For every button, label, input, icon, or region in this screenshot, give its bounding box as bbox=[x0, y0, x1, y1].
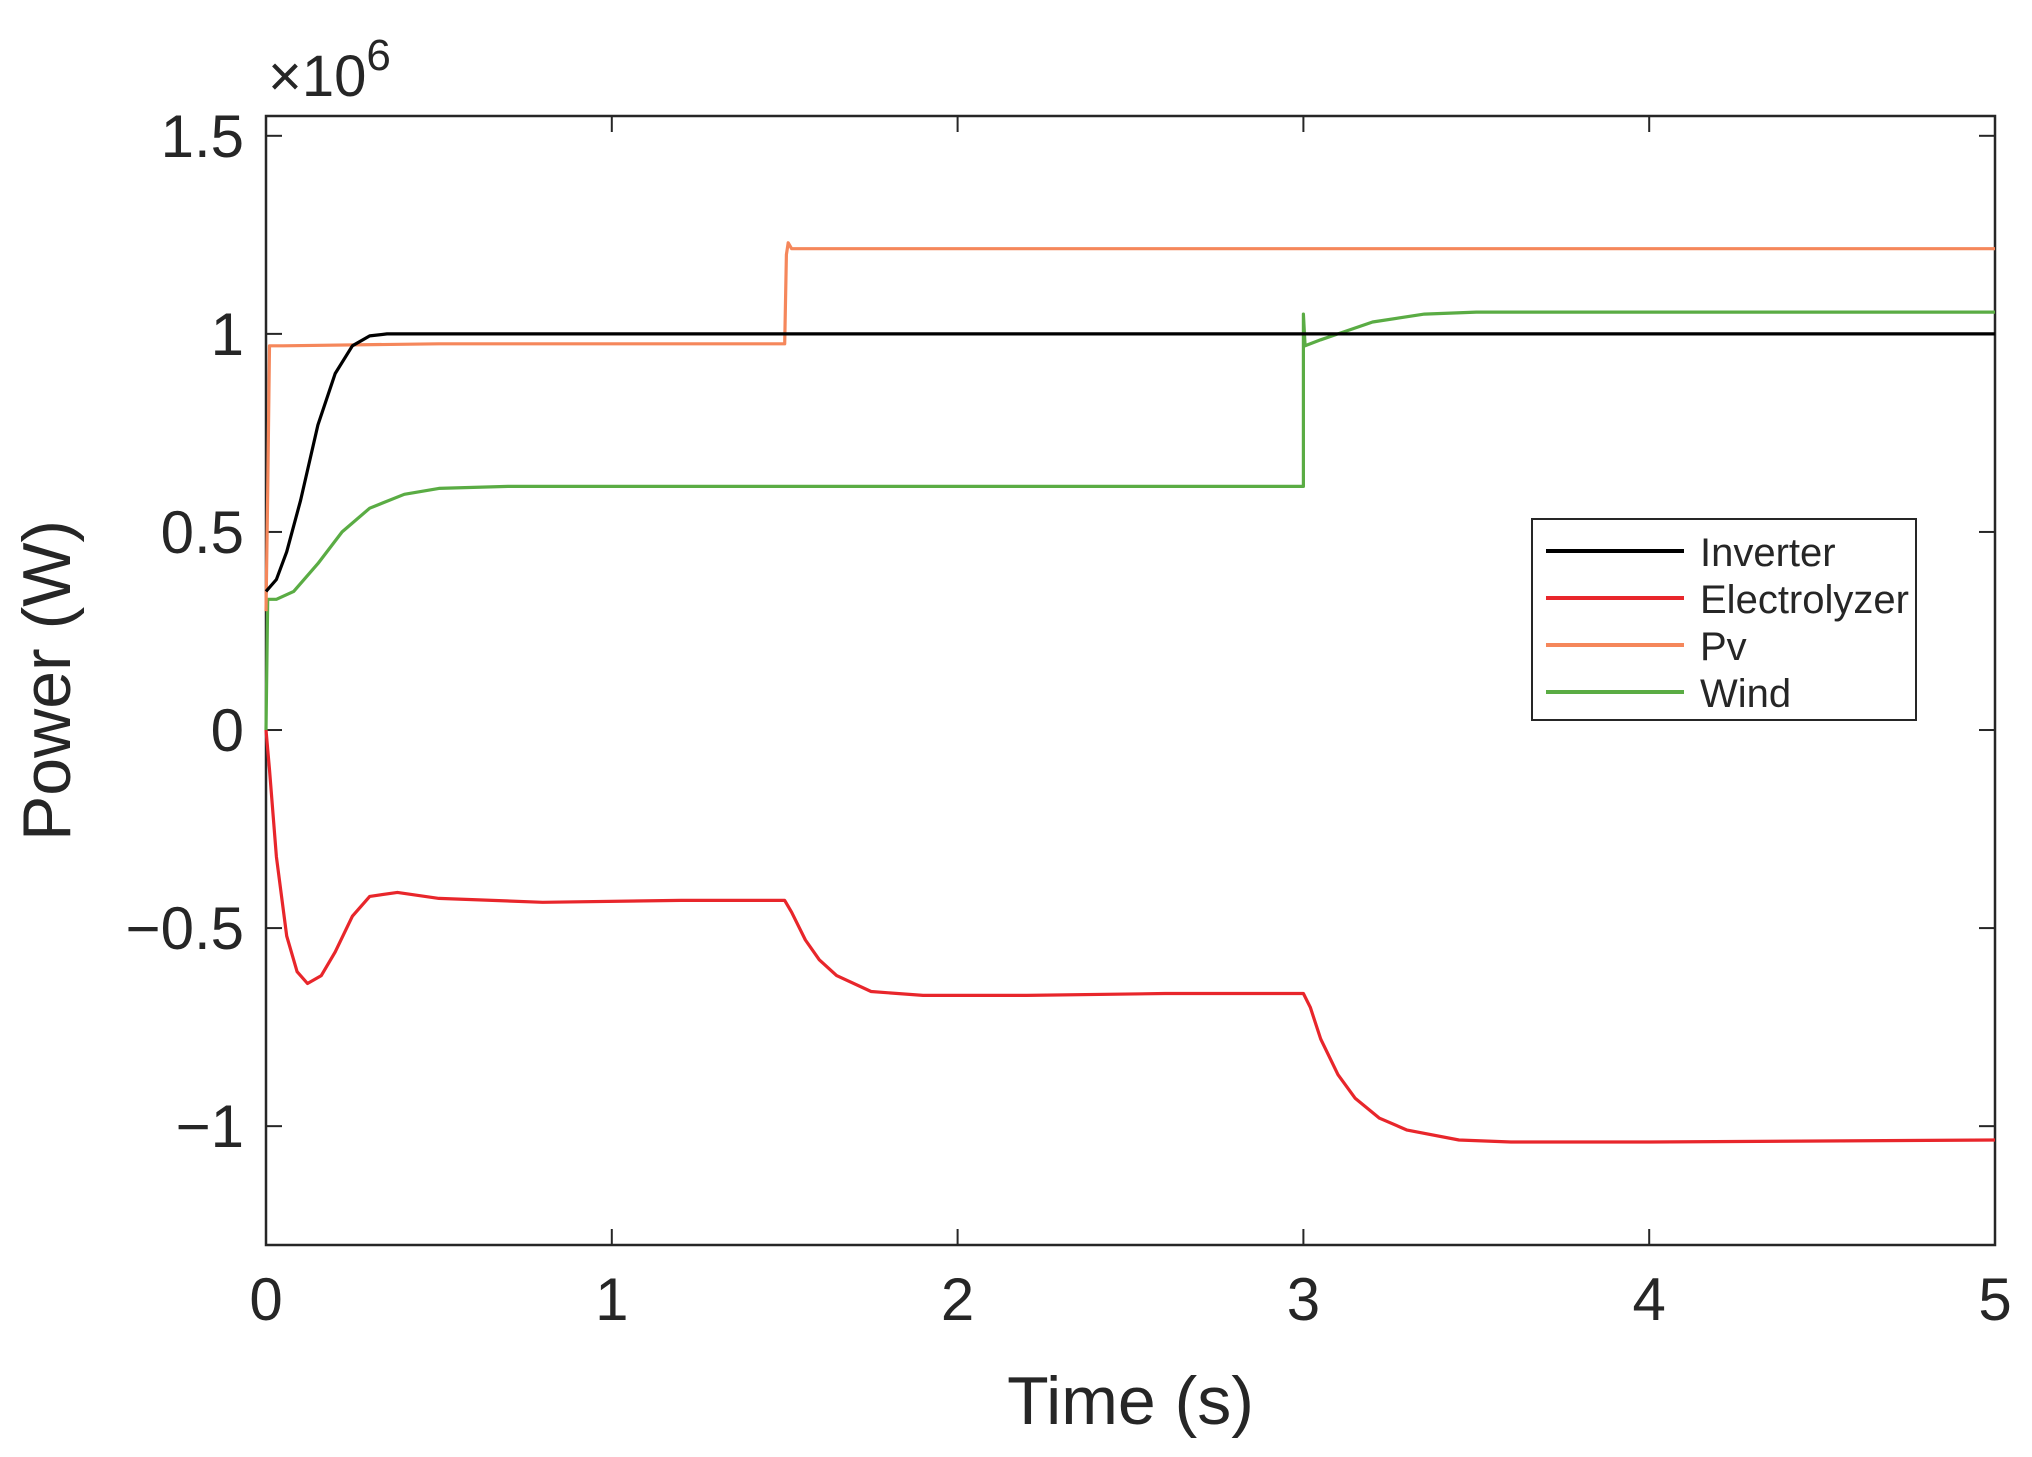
legend-label-pv: Pv bbox=[1700, 625, 1747, 669]
y-axis-label: Power (W) bbox=[9, 520, 85, 841]
x-tick-label: 5 bbox=[1978, 1266, 2011, 1333]
y-tick-label: −1 bbox=[176, 1093, 244, 1160]
series-line-pv bbox=[264, 241, 1995, 612]
x-tick-label: 1 bbox=[595, 1266, 628, 1333]
series-line-inverter bbox=[264, 332, 1995, 593]
series-line-wind bbox=[264, 310, 1995, 731]
y-tick-label: −0.5 bbox=[126, 895, 244, 962]
y-axis: −1 −0.5 0 0.5 1 1.5 bbox=[126, 103, 1995, 1160]
x-tick-label: 2 bbox=[941, 1266, 974, 1333]
legend-label-electrolyzer: Electrolyzer bbox=[1700, 578, 1909, 622]
exponent-power: 6 bbox=[366, 31, 390, 80]
y-tick-label: 0 bbox=[211, 697, 244, 764]
y-tick-label: 0.5 bbox=[161, 499, 244, 566]
exponent-base: ×10 bbox=[268, 44, 366, 109]
series-line-electrolyzer bbox=[264, 729, 1996, 1144]
legend-label-wind: Wind bbox=[1700, 672, 1791, 716]
legend-label-inverter: Inverter bbox=[1700, 531, 1836, 575]
y-axis-exponent: ×106 bbox=[268, 31, 391, 109]
y-tick-label: 1.5 bbox=[161, 103, 244, 170]
y-tick-label: 1 bbox=[211, 301, 244, 368]
x-axis-label: Time (s) bbox=[1007, 1363, 1254, 1439]
series-lines bbox=[264, 241, 1996, 1144]
x-axis: 0 1 2 3 4 5 bbox=[249, 116, 2012, 1333]
x-tick-label: 3 bbox=[1287, 1266, 1320, 1333]
x-tick-label: 0 bbox=[249, 1266, 282, 1333]
x-tick-label: 4 bbox=[1633, 1266, 1666, 1333]
